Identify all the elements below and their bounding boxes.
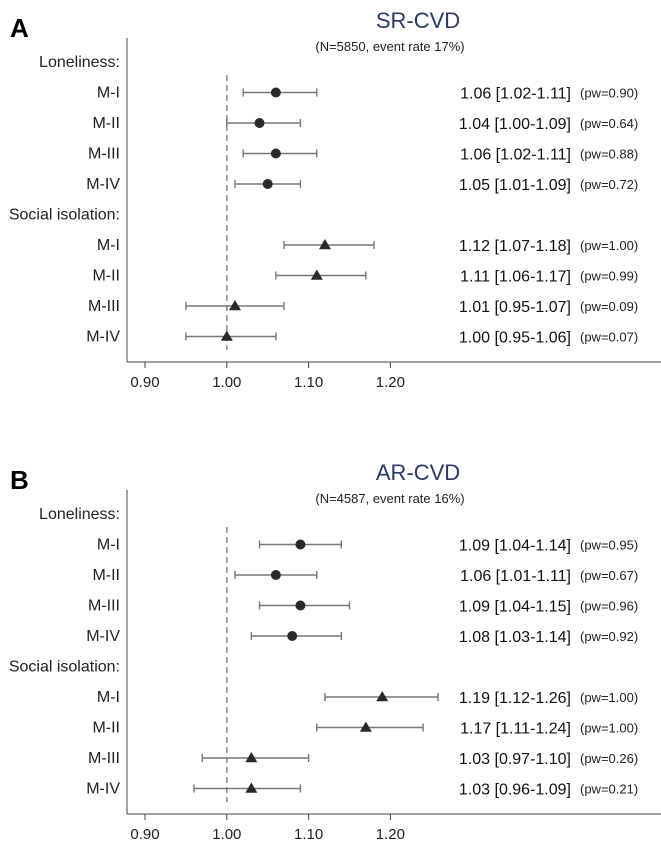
estimate-point bbox=[318, 239, 331, 250]
pw-text: (pw=0.07) bbox=[580, 330, 638, 345]
pw-text: (pw=1.00) bbox=[580, 690, 638, 705]
pw-text: (pw=1.00) bbox=[580, 721, 638, 736]
x-tick-label: 1.10 bbox=[294, 374, 323, 391]
ci-text: 1.06 [1.02-1.11] bbox=[460, 86, 571, 103]
row-label: M-II bbox=[92, 720, 120, 737]
chart-title: SR-CVD bbox=[376, 8, 460, 33]
pw-text: (pw=0.95) bbox=[580, 538, 638, 553]
group-label: Loneliness: bbox=[39, 54, 120, 71]
ci-text: 1.05 [1.01-1.09] bbox=[459, 177, 571, 194]
pw-text: (pw=0.92) bbox=[580, 629, 638, 644]
group-label: Loneliness: bbox=[39, 506, 120, 523]
estimate-point bbox=[359, 721, 372, 732]
ci-text: 1.19 [1.12-1.26] bbox=[459, 690, 571, 707]
panel-letter: B bbox=[10, 465, 29, 495]
estimate-point bbox=[254, 118, 265, 128]
row-label: M-III bbox=[88, 298, 120, 315]
ci-text: 1.04 [1.00-1.09] bbox=[459, 116, 571, 133]
pw-text: (pw=0.99) bbox=[580, 269, 638, 284]
ci-text: 1.17 [1.11-1.24] bbox=[460, 721, 571, 738]
pw-text: (pw=0.09) bbox=[580, 299, 638, 314]
estimate-point bbox=[228, 300, 241, 311]
estimate-point bbox=[220, 330, 233, 341]
row-label: M-II bbox=[92, 115, 120, 132]
row-label: M-I bbox=[97, 537, 120, 554]
ci-text: 1.00 [0.95-1.06] bbox=[459, 330, 571, 347]
panel-letter: A bbox=[10, 13, 29, 43]
ci-text: 1.01 [0.95-1.07] bbox=[459, 299, 571, 316]
estimate-point bbox=[270, 87, 281, 98]
row-label: M-IV bbox=[86, 781, 120, 798]
row-label: M-II bbox=[92, 268, 120, 285]
estimate-point bbox=[262, 179, 273, 189]
pw-text: (pw=0.21) bbox=[580, 782, 638, 797]
x-tick-label: 1.20 bbox=[376, 826, 405, 843]
chart-title: AR-CVD bbox=[376, 460, 460, 485]
pw-text: (pw=0.72) bbox=[580, 177, 638, 192]
row-label: M-IV bbox=[86, 329, 120, 346]
estimate-point bbox=[310, 269, 323, 280]
estimate-point bbox=[287, 631, 298, 641]
pw-text: (pw=0.90) bbox=[580, 86, 638, 101]
ci-text: 1.09 [1.04-1.15] bbox=[459, 599, 571, 616]
ci-text: 1.09 [1.04-1.14] bbox=[459, 538, 571, 555]
x-tick-label: 0.90 bbox=[130, 374, 159, 391]
ci-text: 1.03 [0.97-1.10] bbox=[459, 751, 571, 768]
chart-subtitle: (N=5850, event rate 17%) bbox=[315, 39, 464, 54]
ci-text: 1.12 [1.07-1.18] bbox=[459, 238, 571, 255]
row-label: M-III bbox=[88, 598, 120, 615]
estimate-point bbox=[245, 752, 258, 763]
chart-subtitle: (N=4587, event rate 16%) bbox=[315, 491, 464, 506]
pw-text: (pw=0.88) bbox=[580, 147, 638, 162]
x-tick-label: 1.00 bbox=[212, 826, 241, 843]
row-label: M-IV bbox=[86, 176, 120, 193]
panel-b: B AR-CVD (N=4587, event rate 16%) 0.90 1.00 1… bbox=[9, 460, 661, 843]
row-label: M-III bbox=[88, 146, 120, 163]
row-label: M-II bbox=[92, 567, 120, 584]
estimate-point bbox=[376, 691, 389, 702]
x-tick-label: 1.00 bbox=[212, 374, 241, 391]
x-tick-label: 1.10 bbox=[294, 826, 323, 843]
estimate-point bbox=[245, 782, 258, 793]
row-label: M-IV bbox=[86, 628, 120, 645]
row-label: M-I bbox=[97, 85, 120, 102]
row-label: M-I bbox=[97, 689, 120, 706]
ci-text: 1.06 [1.02-1.11] bbox=[460, 147, 571, 164]
ci-text: 1.11 [1.06-1.17] bbox=[460, 269, 571, 286]
estimate-point bbox=[270, 148, 281, 159]
estimate-point bbox=[295, 600, 306, 611]
group-label: Social isolation: bbox=[9, 207, 120, 224]
pw-text: (pw=0.96) bbox=[580, 599, 638, 614]
pw-text: (pw=0.26) bbox=[580, 751, 638, 766]
estimate-point bbox=[295, 539, 306, 550]
x-tick-label: 1.20 bbox=[376, 374, 405, 391]
ci-text: 1.06 [1.01-1.11] bbox=[460, 568, 571, 585]
panel-a: A SR-CVD (N=5850, event rate 17%) 0.90 1.00 1… bbox=[9, 8, 661, 391]
group-label: Social isolation: bbox=[9, 659, 120, 676]
x-tick-label: 0.90 bbox=[130, 826, 159, 843]
estimate-point bbox=[270, 570, 281, 580]
ci-text: 1.03 [0.96-1.09] bbox=[459, 782, 571, 799]
pw-text: (pw=1.00) bbox=[580, 238, 638, 253]
ci-text: 1.08 [1.03-1.14] bbox=[459, 629, 571, 646]
row-label: M-I bbox=[97, 237, 120, 254]
pw-text: (pw=0.64) bbox=[580, 116, 638, 131]
pw-text: (pw=0.67) bbox=[580, 568, 638, 583]
row-label: M-III bbox=[88, 750, 120, 767]
